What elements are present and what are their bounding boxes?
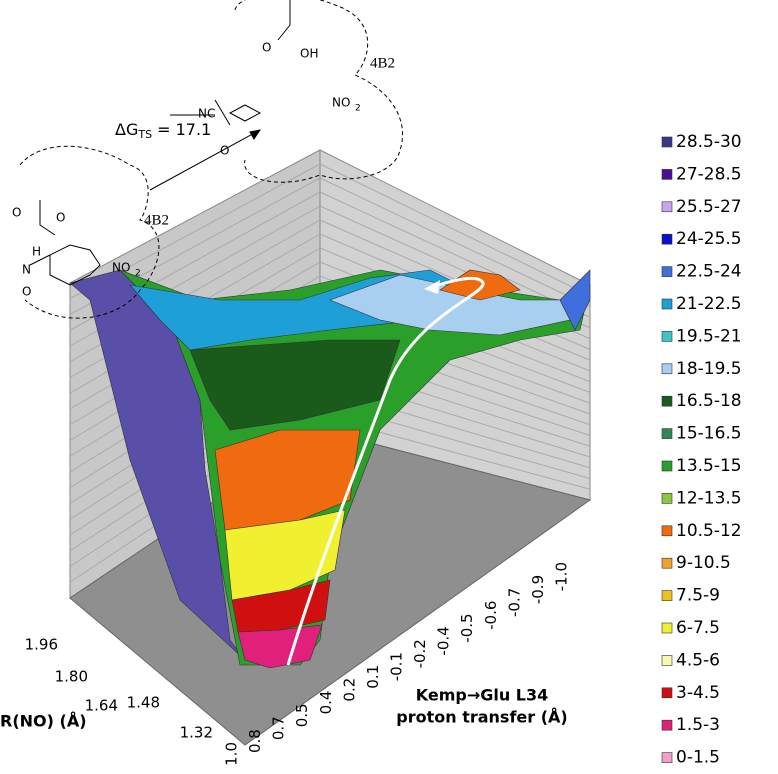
atom: N <box>22 263 31 277</box>
x-tick-label: -0.5 <box>458 613 476 642</box>
x-tick-label: -1.0 <box>553 562 571 591</box>
legend-label: 1.5-3 <box>676 715 720 735</box>
path-arrowhead <box>424 280 440 294</box>
x-tick-label: 1.0 <box>223 742 241 766</box>
x-tick-label: 0.5 <box>293 703 311 727</box>
legend-label: 19.5-21 <box>676 326 742 346</box>
x-tick-label: -0.1 <box>388 652 406 681</box>
legend-swatch <box>661 687 673 699</box>
x-axis-label: Kemp→Glu L34 <box>416 686 549 705</box>
x-tick-label: -0.4 <box>435 626 453 655</box>
y-tick-label: 1.48 <box>127 694 160 712</box>
x-tick-label: -0.2 <box>411 639 429 668</box>
legend-swatch <box>661 719 673 731</box>
atom-subscript: 2 <box>355 104 361 114</box>
y-tick-label: 1.96 <box>25 636 58 654</box>
legend-label: 12-13.5 <box>676 488 742 508</box>
legend-swatch <box>661 395 673 407</box>
annotation-value: = 17.1 <box>152 120 211 139</box>
annotation: ΔGTS = 17.1 <box>115 120 211 142</box>
legend-label: 15-16.5 <box>676 424 742 444</box>
legend-swatch <box>661 557 673 569</box>
y-axis-label: R(NO) (Å) <box>0 712 87 731</box>
site-label: 4B2 <box>370 55 395 71</box>
legend-swatch <box>661 363 673 375</box>
atom: O <box>22 285 31 299</box>
legend-swatch <box>661 525 673 537</box>
atom: O <box>12 206 21 220</box>
y-tick-label: 1.80 <box>55 668 88 686</box>
x-tick-label: 0.4 <box>317 691 335 715</box>
legend-label: 28.5-30 <box>676 132 742 152</box>
site-label: 4B2 <box>144 212 169 228</box>
atom: H <box>32 245 41 259</box>
legend-swatch <box>661 169 673 180</box>
x-tick-label: 0.2 <box>340 678 358 702</box>
y-tick-label: 1.32 <box>180 724 213 742</box>
annotation-subscript: TS <box>137 128 152 141</box>
legend-label: 25.5-27 <box>676 197 742 217</box>
legend-swatch <box>661 428 673 439</box>
legend-swatch <box>661 331 673 342</box>
legend-swatch <box>661 590 673 601</box>
atom: NO <box>332 96 350 110</box>
legend-label: 0-1.5 <box>676 748 720 768</box>
atom-subscript: 2 <box>135 269 141 279</box>
x-tick-label: -0.7 <box>505 588 523 617</box>
x-axis-label: proton transfer (Å) <box>396 708 567 727</box>
atom: O <box>262 41 271 55</box>
legend-label: 18-19.5 <box>676 359 742 379</box>
atom: NC <box>198 107 215 121</box>
annotation-delta: ΔG <box>115 120 138 139</box>
legend-swatch <box>661 298 673 310</box>
legend-label: 7.5-9 <box>676 586 720 606</box>
atom: OH <box>300 47 318 61</box>
y-tick-label: 1.64 <box>85 697 118 715</box>
x-tick-label: 0.1 <box>364 665 382 689</box>
legend-swatch <box>661 622 673 634</box>
legend-label: 22.5-24 <box>676 262 742 282</box>
wall-line <box>319 191 591 318</box>
atom: NO <box>112 261 130 275</box>
legend-swatch <box>661 493 673 504</box>
atom: O <box>220 144 229 158</box>
legend-label: 13.5-15 <box>676 456 742 476</box>
legend-label: 21-22.5 <box>676 294 742 314</box>
surface <box>69 269 591 669</box>
atom: O <box>56 211 65 225</box>
legend-swatch <box>661 136 673 148</box>
chem-sketch <box>19 0 404 319</box>
wall-line <box>319 163 591 297</box>
legend-label: 6-7.5 <box>676 618 720 638</box>
x-tick-label: -0.6 <box>482 601 500 630</box>
legend-swatch <box>661 655 673 666</box>
legend-swatch <box>661 201 673 213</box>
legend-label: 24-25.5 <box>676 229 742 249</box>
reaction-path <box>286 276 485 666</box>
legend-swatch <box>661 460 673 472</box>
legend-label: 9-10.5 <box>676 553 731 573</box>
x-tick-label: -0.9 <box>529 575 547 604</box>
legend-label: 3-4.5 <box>676 683 720 703</box>
legend-swatch <box>661 752 673 763</box>
x-tick-label: 0.7 <box>270 716 288 740</box>
x-tick-label: 0.8 <box>246 729 264 753</box>
legend-label: 16.5-18 <box>676 391 742 411</box>
legend-label: 10.5-12 <box>676 521 742 541</box>
legend-swatch <box>661 233 673 245</box>
legend-swatch <box>661 266 673 277</box>
wall-line <box>319 177 591 307</box>
legend-label: 4.5-6 <box>676 650 720 670</box>
legend-label: 27-28.5 <box>676 164 742 184</box>
